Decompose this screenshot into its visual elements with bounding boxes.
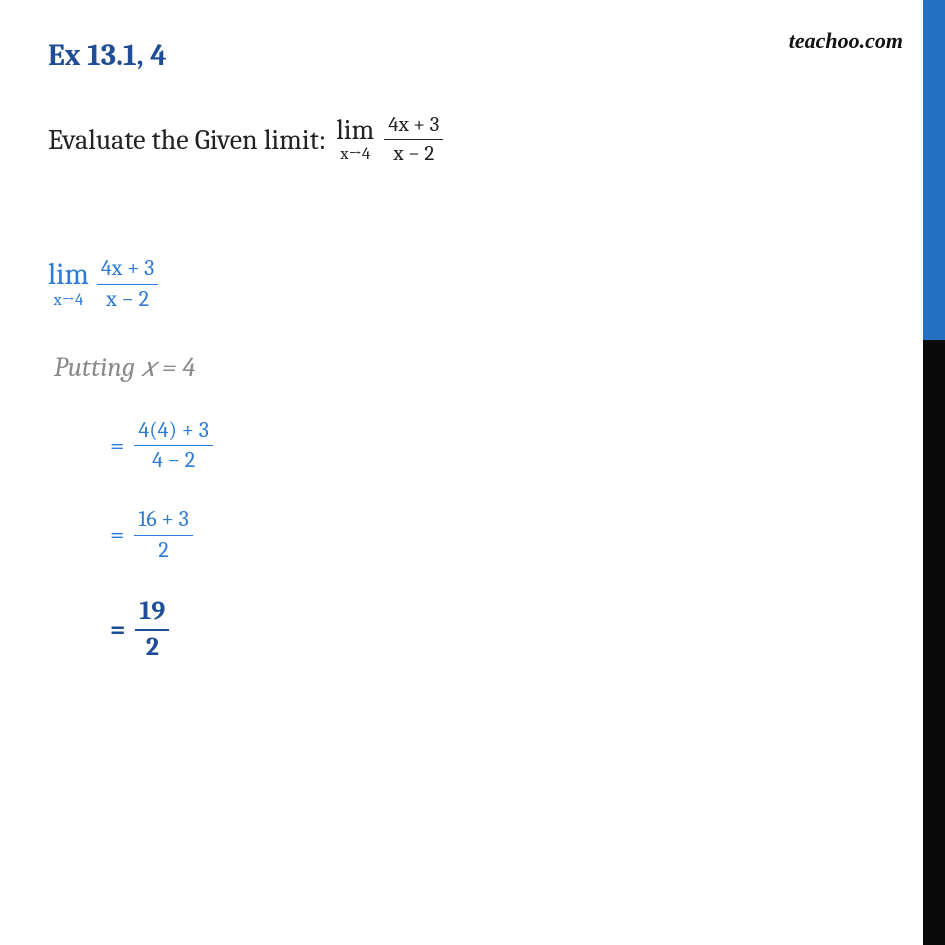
fraction-denominator: x − 2 bbox=[389, 140, 438, 166]
step-simplify: = 16 + 3 2 bbox=[110, 507, 885, 563]
fraction-numerator: 4x + 3 bbox=[97, 256, 158, 284]
question-prefix: Evaluate the Given limit: bbox=[48, 124, 326, 156]
step1-fraction: 4x + 3 x − 2 bbox=[97, 256, 158, 312]
step3-fraction: 16 + 3 2 bbox=[134, 507, 192, 563]
step2-fraction: 4(4) + 3 4 − 2 bbox=[134, 418, 212, 474]
fraction-numerator: 19 bbox=[135, 597, 169, 631]
lim-subscript: x→4 bbox=[340, 146, 370, 163]
fraction-numerator: 16 + 3 bbox=[134, 507, 192, 535]
stripe-bottom bbox=[923, 340, 945, 945]
exercise-heading: Ex 13.1, 4 bbox=[48, 38, 885, 73]
step-substitute: = 4(4) + 3 4 − 2 bbox=[110, 418, 885, 474]
lim-label: lim bbox=[336, 116, 374, 144]
lim-subscript: x→4 bbox=[53, 292, 83, 309]
equals-sign: = bbox=[110, 615, 125, 645]
stripe-top bbox=[923, 0, 945, 340]
question-line: Evaluate the Given limit: lim x→4 4x + 3… bbox=[48, 113, 885, 166]
question-fraction: 4x + 3 x − 2 bbox=[384, 113, 443, 166]
watermark: teachoo.com bbox=[789, 28, 903, 54]
fraction-numerator: 4x + 3 bbox=[384, 113, 443, 140]
equals-sign: = bbox=[110, 520, 124, 550]
substitution-note: Putting 𝑥 = 4 bbox=[54, 352, 885, 384]
content-area: Ex 13.1, 4 Evaluate the Given limit: lim… bbox=[0, 0, 945, 663]
limit-notation: lim x→4 bbox=[336, 116, 374, 163]
answer-fraction: 19 2 bbox=[135, 597, 169, 663]
fraction-numerator: 4(4) + 3 bbox=[134, 418, 212, 446]
side-stripe bbox=[923, 0, 945, 945]
fraction-denominator: 2 bbox=[154, 536, 172, 563]
step-restate: lim x→4 4x + 3 x − 2 bbox=[48, 256, 885, 312]
fraction-denominator: x − 2 bbox=[102, 285, 153, 312]
fraction-denominator: 2 bbox=[142, 631, 163, 663]
fraction-denominator: 4 − 2 bbox=[148, 446, 199, 473]
lim-label: lim bbox=[48, 260, 89, 290]
equals-sign: = bbox=[110, 431, 124, 461]
limit-notation: lim x→4 bbox=[48, 260, 89, 309]
final-answer: = 19 2 bbox=[110, 597, 885, 663]
